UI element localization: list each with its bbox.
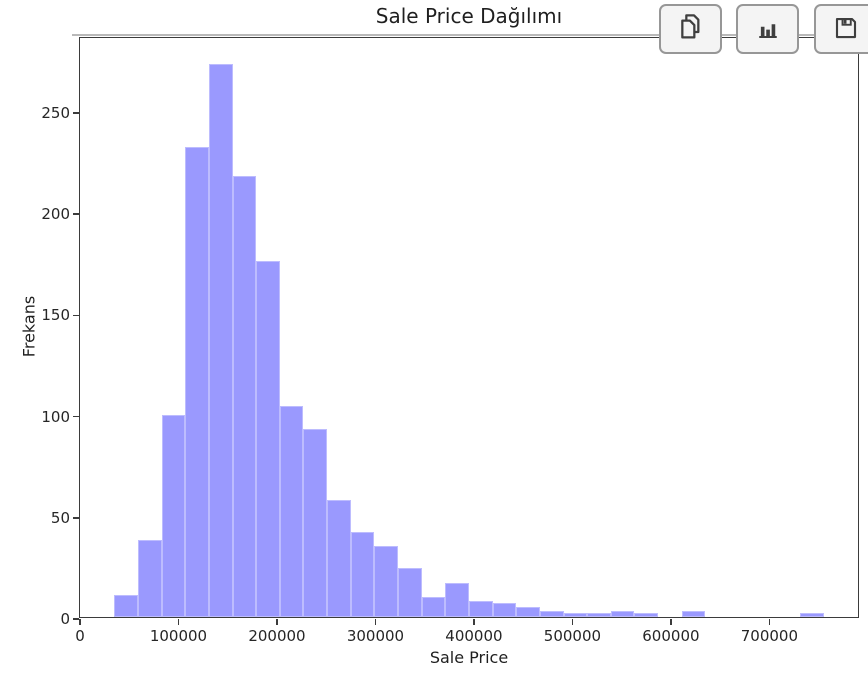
histogram-bar xyxy=(161,414,186,617)
histogram-bar xyxy=(208,64,233,617)
histogram-bar xyxy=(303,428,328,617)
histogram-bars xyxy=(80,38,858,617)
chart-title: Sale Price Dağılımı xyxy=(375,4,563,28)
histogram-bar xyxy=(445,582,469,617)
y-tick-label: 150 xyxy=(41,306,70,325)
histogram-bar xyxy=(539,610,564,617)
histogram-bar xyxy=(350,531,375,617)
x-tick-mark xyxy=(670,619,672,625)
y-axis-label: Frekans xyxy=(19,295,39,358)
y-tick-label: 100 xyxy=(41,407,70,426)
histogram-bar xyxy=(634,612,659,617)
x-tick-label: 0 xyxy=(75,627,85,645)
histogram-bar xyxy=(114,594,138,617)
x-tick-label: 200000 xyxy=(248,627,306,645)
chart-button[interactable] xyxy=(736,4,799,54)
histogram-bar xyxy=(279,406,304,617)
copy-button[interactable] xyxy=(659,4,722,54)
x-tick-label: 600000 xyxy=(642,627,700,645)
y-tick-label: 0 xyxy=(60,610,70,628)
y-tick-label: 250 xyxy=(41,103,70,122)
save-button[interactable] xyxy=(814,4,868,54)
y-tick-mark xyxy=(72,112,79,114)
histogram-bar xyxy=(256,260,280,617)
y-tick-mark xyxy=(72,213,79,215)
histogram-bar xyxy=(327,499,351,617)
x-tick-mark xyxy=(79,619,81,625)
histogram-bar xyxy=(563,612,588,617)
x-tick-mark xyxy=(473,619,475,625)
histogram-bar xyxy=(138,540,162,617)
histogram-bar xyxy=(492,602,517,617)
histogram-bar xyxy=(681,610,706,617)
histogram-bar xyxy=(421,596,446,617)
y-tick-mark xyxy=(72,516,79,519)
y-tick-label: 200 xyxy=(41,205,70,224)
y-tick-mark xyxy=(72,618,79,620)
histogram-bar xyxy=(516,606,540,617)
x-tick-label: 500000 xyxy=(543,627,602,645)
x-tick-mark xyxy=(374,619,377,625)
histogram-bar xyxy=(185,147,209,617)
histogram-bar xyxy=(374,546,399,617)
save-icon xyxy=(831,13,861,46)
x-tick-mark xyxy=(768,619,771,625)
histogram-bar xyxy=(799,612,824,617)
histogram-bar xyxy=(587,612,611,617)
histogram-bar xyxy=(232,175,257,617)
x-tick-label: 300000 xyxy=(346,627,405,645)
histogram-bar xyxy=(398,568,422,617)
x-tick-mark xyxy=(276,619,278,625)
copy-icon xyxy=(675,10,707,49)
bar-chart-icon xyxy=(753,13,783,46)
x-tick-label: 100000 xyxy=(149,627,208,645)
y-tick-mark xyxy=(72,314,79,317)
y-tick-label: 50 xyxy=(50,508,70,527)
x-tick-label: 700000 xyxy=(740,627,799,645)
y-tick-mark xyxy=(72,415,79,418)
x-tick-label: 400000 xyxy=(445,627,503,645)
plot-area: 0 100000 200000 300000 400000 500000 600000 700… xyxy=(41,37,859,645)
x-tick-mark xyxy=(571,619,574,625)
x-axis-label: Sale Price xyxy=(429,648,509,667)
x-tick-mark xyxy=(177,619,180,625)
histogram-bar xyxy=(610,610,635,617)
toolbar-divider xyxy=(72,34,868,36)
histogram-bar xyxy=(468,600,493,617)
